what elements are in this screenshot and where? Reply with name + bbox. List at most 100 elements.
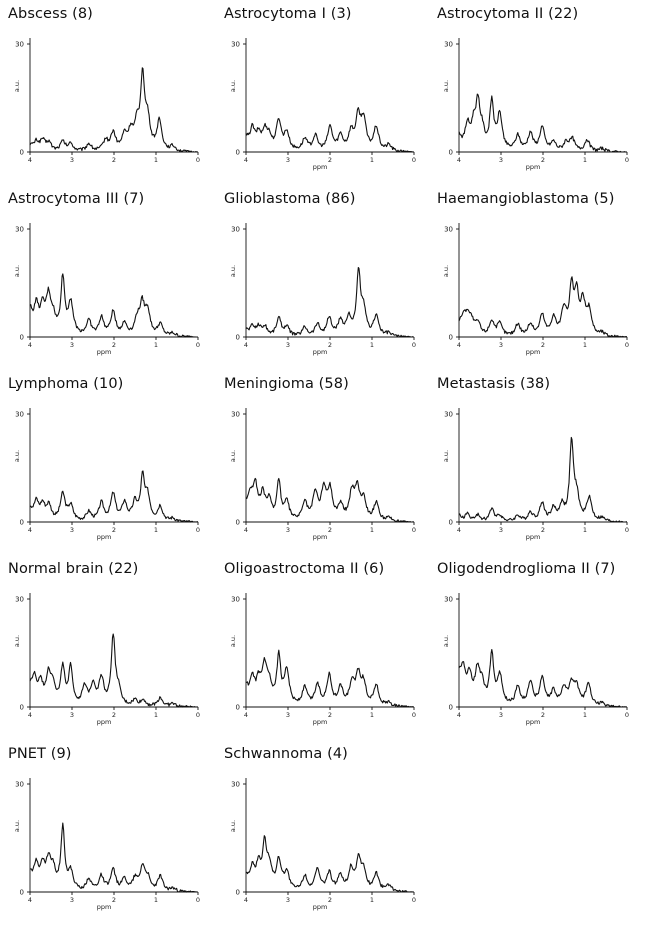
spectrum-panel: Oligoastroctoma II (6) 0 30 a.u. 4 3 2 1 0 ppm (224, 561, 429, 746)
y-axis-label: a.u. (13, 80, 21, 92)
y-tick-label: 30 (231, 41, 240, 49)
spectrum-plot: 0 30 a.u. 4 3 2 1 0 ppm (442, 38, 629, 171)
y-axis-label: a.u. (229, 265, 237, 277)
panel-title: Astrocytoma I (3) (224, 6, 352, 22)
x-tick-label: 2 (328, 711, 332, 719)
x-tick-label: 4 (457, 156, 461, 164)
x-tick-label: 4 (244, 341, 248, 349)
y-axis-label: a.u. (442, 265, 450, 277)
y-tick-label: 30 (231, 781, 240, 789)
y-tick-label: 30 (231, 596, 240, 604)
x-tick-label: 1 (370, 156, 374, 164)
x-tick-label: 3 (286, 526, 290, 534)
y-tick-label: 0 (236, 334, 240, 342)
spectrum-panel: Oligodendroglioma II (7) 0 30 a.u. 4 3 2 1 0 ppm (437, 561, 642, 746)
y-tick-label: 30 (444, 226, 453, 234)
x-tick-label: 3 (70, 156, 74, 164)
y-tick-label: 0 (20, 334, 24, 342)
y-axis-label: a.u. (229, 80, 237, 92)
spectrum-panel: Glioblastoma (86) 0 30 a.u. 4 3 2 1 0 ppm (224, 191, 429, 376)
x-axis-label: ppm (97, 718, 112, 726)
x-tick-label: 0 (196, 341, 200, 349)
spectrum-line (245, 477, 415, 523)
x-tick-label: 0 (412, 526, 416, 534)
y-tick-label: 0 (20, 889, 24, 897)
x-tick-label: 0 (412, 156, 416, 164)
x-axis-label: ppm (313, 533, 328, 541)
x-tick-label: 2 (541, 341, 545, 349)
spectrum-panel: Astrocytoma I (3) 0 30 a.u. 4 3 2 1 0 ppm (224, 6, 429, 191)
y-axis-label: a.u. (229, 450, 237, 462)
spectrum-line (29, 273, 198, 338)
spectrum-line (29, 67, 199, 153)
y-tick-label: 30 (15, 781, 24, 789)
x-tick-label: 1 (583, 526, 587, 534)
y-tick-label: 0 (20, 519, 24, 527)
x-tick-label: 0 (625, 341, 629, 349)
x-tick-label: 3 (286, 711, 290, 719)
x-axis-label: ppm (526, 348, 541, 356)
spectrum-panel: Astrocytoma II (22) 0 30 a.u. 4 3 2 1 0 ppm (437, 6, 642, 191)
x-tick-label: 1 (154, 896, 158, 904)
spectrum-plot: 0 30 a.u. 4 3 2 1 0 ppm (229, 38, 416, 171)
spectrum-plot: 0 30 a.u. 4 3 2 1 0 ppm (229, 593, 416, 726)
panel-title: Meningioma (58) (224, 376, 349, 392)
spectrum-panel: Lymphoma (10) 0 30 a.u. 4 3 2 1 0 ppm (8, 376, 213, 561)
spectrum-panel: PNET (9) 0 30 a.u. 4 3 2 1 0 ppm (8, 746, 213, 931)
x-tick-label: 2 (541, 156, 545, 164)
panel-title: Haemangioblastoma (5) (437, 191, 615, 207)
x-tick-label: 3 (70, 711, 74, 719)
x-tick-label: 3 (286, 896, 290, 904)
y-tick-label: 0 (20, 704, 24, 712)
spectrum-panel: Metastasis (38) 0 30 a.u. 4 3 2 1 0 ppm (437, 376, 642, 561)
spectrum-line (458, 648, 628, 708)
x-tick-label: 1 (154, 341, 158, 349)
spectrum-line (458, 93, 628, 153)
x-tick-label: 1 (154, 156, 158, 164)
x-tick-label: 4 (244, 156, 248, 164)
y-tick-label: 0 (236, 704, 240, 712)
y-axis-label: a.u. (13, 450, 21, 462)
x-tick-label: 1 (583, 341, 587, 349)
spectrum-line (245, 649, 414, 708)
y-axis-label: a.u. (442, 635, 450, 647)
y-tick-label: 30 (15, 411, 24, 419)
spectrum-line (245, 266, 414, 338)
panel-title: PNET (9) (8, 746, 72, 762)
panel-title: Glioblastoma (86) (224, 191, 356, 207)
x-axis-label: ppm (313, 903, 328, 911)
spectrum-plot: 0 30 a.u. 4 3 2 1 0 ppm (229, 223, 416, 356)
y-tick-label: 30 (444, 41, 453, 49)
spectrum-panel: Normal brain (22) 0 30 a.u. 4 3 2 1 0 ppm (8, 561, 213, 746)
spectrum-plot: 0 30 a.u. 4 3 2 1 0 ppm (13, 223, 200, 356)
x-tick-label: 3 (286, 156, 290, 164)
x-tick-label: 2 (328, 896, 332, 904)
x-tick-label: 4 (28, 341, 32, 349)
x-tick-label: 2 (541, 526, 545, 534)
panel-title: Normal brain (22) (8, 561, 139, 577)
x-tick-label: 3 (499, 156, 503, 164)
spectrum-panel: Schwannoma (4) 0 30 a.u. 4 3 2 1 0 ppm (224, 746, 429, 931)
y-axis-label: a.u. (442, 450, 450, 462)
x-tick-label: 4 (457, 341, 461, 349)
x-tick-label: 2 (328, 156, 332, 164)
panel-title: Lymphoma (10) (8, 376, 124, 392)
spectrum-line (245, 835, 415, 893)
x-tick-label: 0 (412, 711, 416, 719)
y-tick-label: 0 (236, 519, 240, 527)
x-tick-label: 2 (541, 711, 545, 719)
x-tick-label: 1 (370, 896, 374, 904)
y-tick-label: 0 (20, 149, 24, 157)
x-tick-label: 4 (244, 896, 248, 904)
spectrum-plot: 0 30 a.u. 4 3 2 1 0 ppm (442, 408, 629, 541)
spectrum-line (30, 822, 198, 893)
x-tick-label: 2 (328, 526, 332, 534)
x-tick-label: 0 (196, 156, 200, 164)
x-tick-label: 2 (112, 341, 116, 349)
panel-title: Metastasis (38) (437, 376, 551, 392)
y-tick-label: 0 (449, 149, 453, 157)
spectra-grid: Abscess (8) 0 30 a.u. 4 3 2 1 0 Astrocytoma I (3)… (8, 6, 642, 911)
x-tick-label: 1 (154, 526, 158, 534)
y-tick-label: 0 (449, 519, 453, 527)
spectrum-line (29, 633, 199, 708)
